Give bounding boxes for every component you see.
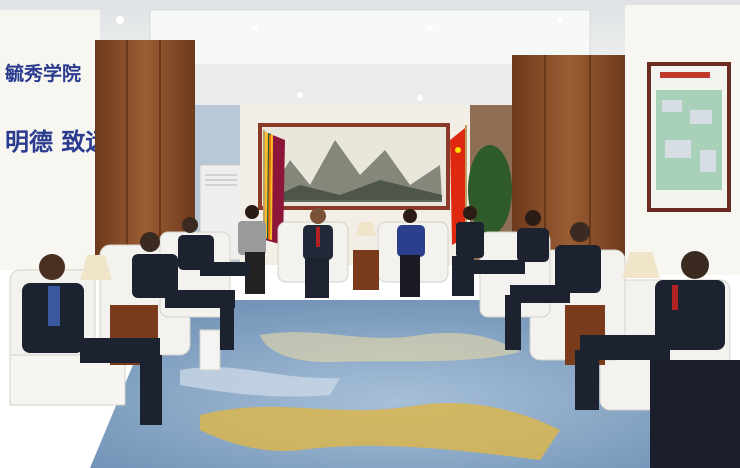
ceiling-beam xyxy=(155,65,565,105)
person-back-right-woman xyxy=(397,209,425,297)
side-table-center xyxy=(353,250,379,290)
person-bottom-right-partial xyxy=(650,360,740,468)
carpet-gold-pattern xyxy=(200,402,560,460)
person-left-middle xyxy=(132,232,235,350)
person-right-back xyxy=(470,210,549,274)
lamp-left xyxy=(80,255,112,280)
lamp-center xyxy=(356,222,376,236)
person-left-back xyxy=(178,217,250,276)
flag-china xyxy=(450,128,465,245)
person-right-front xyxy=(575,251,725,410)
person-woman-back-right xyxy=(452,206,484,296)
person-right-middle xyxy=(505,222,601,350)
gift-bag xyxy=(199,329,221,371)
person-back-center xyxy=(303,208,333,298)
ceiling-lights xyxy=(116,16,563,101)
wall-calligraphy-line2: 明德 致远 xyxy=(5,127,109,156)
lamp-right xyxy=(622,252,660,278)
person-left-front xyxy=(22,254,162,425)
left-wall-panel xyxy=(0,10,100,270)
potted-plant xyxy=(468,145,512,235)
wall-calligraphy-line1: 毓秀学院 xyxy=(5,62,81,85)
